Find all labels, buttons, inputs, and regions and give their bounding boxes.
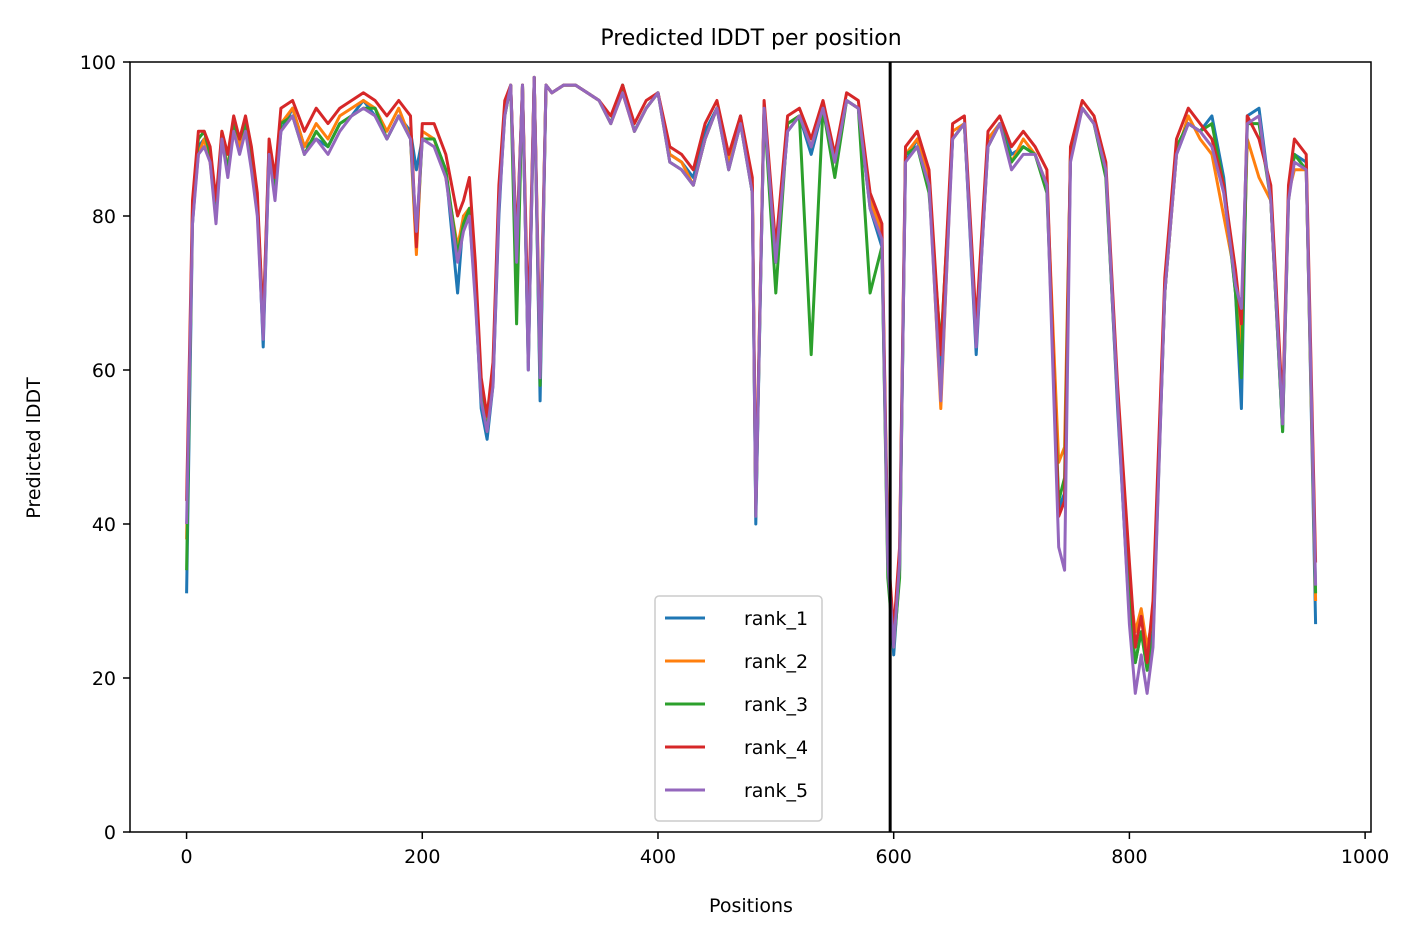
legend-label: rank_3 xyxy=(744,694,808,716)
y-axis-ticks: 0 20 40 60 80 100 xyxy=(80,52,130,844)
plot-area xyxy=(185,75,1318,695)
y-tick-label: 40 xyxy=(92,514,116,536)
legend-label: rank_4 xyxy=(744,737,808,759)
x-tick-label: 1000 xyxy=(1341,846,1389,868)
y-tick-label: 0 xyxy=(104,822,116,844)
y-tick-label: 100 xyxy=(80,52,116,74)
legend-box xyxy=(654,595,823,822)
x-tick-label: 400 xyxy=(640,846,676,868)
legend-label: rank_2 xyxy=(744,651,808,673)
y-axis-label: Predicted lDDT xyxy=(23,377,45,519)
x-axis-ticks: 0 200 400 600 800 1000 xyxy=(181,832,1389,868)
y-tick-label: 60 xyxy=(92,360,116,382)
x-tick-label: 200 xyxy=(404,846,440,868)
y-tick-label: 20 xyxy=(92,668,116,690)
x-axis-label: Positions xyxy=(709,895,793,917)
legend-label: rank_5 xyxy=(744,780,808,802)
legend-label: rank_1 xyxy=(744,608,808,630)
x-tick-label: 0 xyxy=(181,846,193,868)
x-tick-label: 600 xyxy=(876,846,912,868)
legend: rank_1 rank_2 rank_3 rank_4 rank_5 xyxy=(654,595,823,822)
plot-frame xyxy=(129,61,1372,833)
chart-title: Predicted lDDT per position xyxy=(600,26,901,51)
x-tick-label: 800 xyxy=(1111,846,1147,868)
series-line-rank_5 xyxy=(185,75,1318,695)
y-tick-label: 80 xyxy=(92,206,116,228)
series-line-rank_4 xyxy=(185,75,1318,665)
